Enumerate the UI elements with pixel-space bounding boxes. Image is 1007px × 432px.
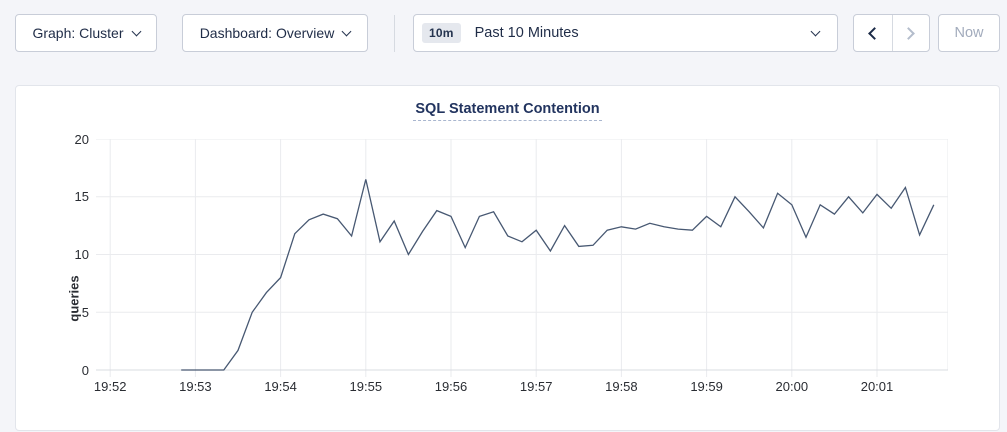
- chart-plot[interactable]: [96, 138, 949, 384]
- chevron-left-icon: [868, 26, 882, 40]
- graph-dropdown-label: Graph: Cluster: [32, 25, 124, 41]
- time-range-badge: 10m: [422, 23, 461, 43]
- chevron-down-icon: [810, 26, 821, 36]
- chart-plot-area: queries 0 5 10 15 20 19:52 19:53 19:54 19:55 19:…: [67, 132, 949, 394]
- prev-time-button[interactable]: [854, 15, 892, 51]
- series-line-queries: [181, 179, 935, 371]
- time-step-buttons: [853, 14, 930, 52]
- dashboard-dropdown-label: Dashboard: Overview: [199, 25, 335, 41]
- y-tick-label: 20: [74, 131, 89, 147]
- time-range-selector[interactable]: 10m Past 10 Minutes: [413, 14, 838, 52]
- x-tick-label: 19:52: [93, 379, 127, 394]
- chevron-right-icon: [902, 26, 916, 40]
- x-tick-label: 19:57: [519, 379, 553, 394]
- toolbar: Graph: Cluster Dashboard: Overview 10m P…: [0, 0, 1007, 68]
- x-tick-label: 19:54: [264, 379, 297, 394]
- y-tick-label: 0: [81, 362, 89, 378]
- y-tick-label: 10: [74, 247, 89, 262]
- now-button-label: Now: [954, 25, 984, 41]
- chart-title[interactable]: SQL Statement Contention: [413, 101, 602, 121]
- dashboard-dropdown[interactable]: Dashboard: Overview: [182, 14, 368, 52]
- now-button[interactable]: Now: [938, 14, 1000, 52]
- chart-panel: SQL Statement Contention queries 0 5 10 15 2…: [15, 85, 1000, 431]
- x-tick-label: 20:00: [775, 379, 809, 394]
- x-tick-label: 19:55: [349, 379, 383, 394]
- y-tick-label: 5: [81, 304, 89, 320]
- graph-dropdown[interactable]: Graph: Cluster: [15, 14, 157, 52]
- y-tick-label: 15: [74, 189, 89, 205]
- next-time-button[interactable]: [891, 15, 930, 51]
- x-tick-label: 20:01: [860, 379, 894, 394]
- toolbar-divider: [394, 15, 395, 52]
- x-tick-label: 19:56: [434, 379, 468, 394]
- x-tick-label: 19:59: [690, 379, 723, 394]
- chevron-down-icon: [131, 26, 141, 36]
- x-tick-label: 19:53: [179, 379, 212, 394]
- y-axis-label: queries: [66, 275, 82, 322]
- chart-title-row: SQL Statement Contention: [16, 100, 999, 121]
- chevron-down-icon: [341, 26, 352, 36]
- time-range-label: Past 10 Minutes: [474, 25, 579, 41]
- x-tick-label: 19:58: [605, 379, 638, 394]
